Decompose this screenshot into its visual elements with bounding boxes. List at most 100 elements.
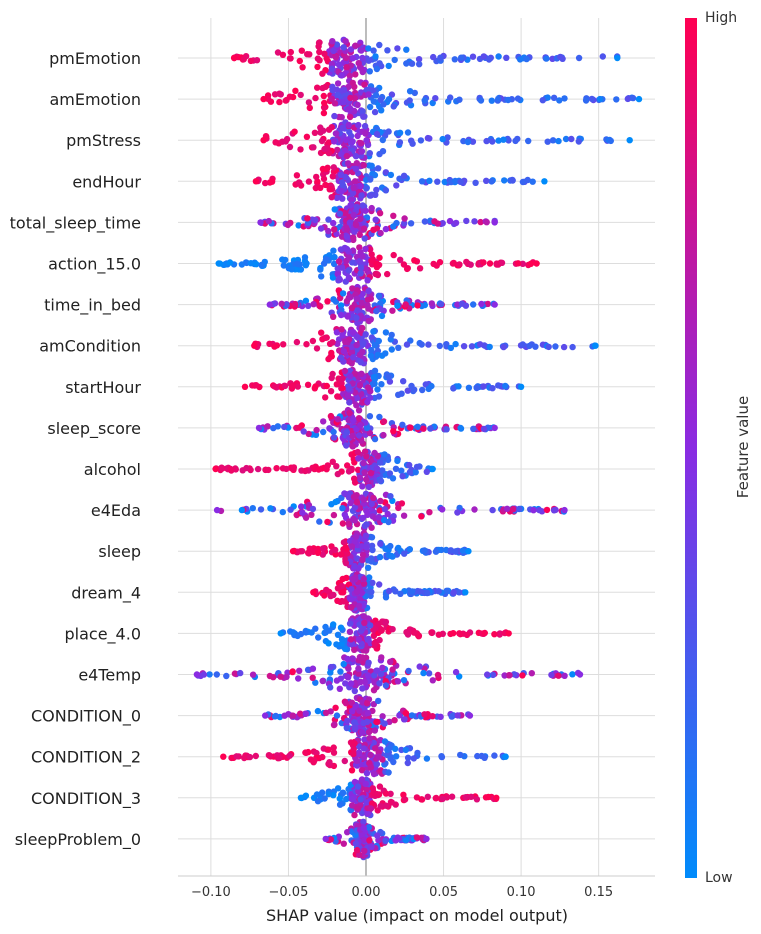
shap-point bbox=[311, 216, 319, 224]
shap-point bbox=[309, 505, 317, 513]
shap-point-extreme bbox=[517, 383, 525, 390]
shap-point bbox=[353, 846, 361, 854]
shap-point bbox=[280, 262, 287, 269]
shap-point bbox=[370, 328, 377, 335]
shap-point bbox=[371, 435, 379, 443]
shap-point bbox=[491, 631, 498, 638]
shap-point bbox=[367, 175, 374, 182]
shap-point bbox=[363, 453, 370, 460]
shap-point bbox=[525, 137, 532, 145]
colorbar-high-label: High bbox=[705, 10, 737, 26]
shap-point bbox=[368, 204, 375, 212]
shap-point bbox=[368, 524, 375, 531]
shap-point bbox=[375, 337, 382, 345]
shap-point bbox=[415, 56, 423, 63]
shap-point bbox=[340, 660, 347, 668]
shap-point bbox=[342, 700, 350, 707]
shap-point bbox=[496, 631, 503, 638]
shap-point bbox=[338, 72, 345, 79]
shap-point bbox=[425, 385, 432, 393]
shap-point bbox=[375, 697, 382, 705]
shap-point bbox=[385, 518, 392, 526]
shap-point bbox=[408, 60, 416, 67]
shap-point bbox=[371, 367, 379, 374]
shap-point bbox=[330, 434, 338, 441]
shap-point bbox=[582, 97, 590, 104]
shap-point bbox=[416, 265, 424, 272]
shap-point bbox=[249, 671, 257, 678]
shap-point-extreme bbox=[260, 137, 267, 144]
shap-point bbox=[368, 346, 375, 354]
shap-point bbox=[351, 504, 359, 511]
shap-point bbox=[384, 510, 391, 518]
shap-point bbox=[226, 259, 234, 266]
shap-point bbox=[435, 588, 442, 595]
shap-point bbox=[329, 370, 336, 378]
shap-point bbox=[454, 712, 461, 719]
shap-point bbox=[367, 469, 375, 477]
shap-point bbox=[377, 803, 384, 810]
shap-point bbox=[368, 588, 375, 596]
shap-point bbox=[519, 672, 526, 679]
shap-point bbox=[344, 392, 352, 399]
shap-point bbox=[481, 754, 488, 761]
shap-point bbox=[428, 300, 435, 307]
shap-point bbox=[312, 184, 319, 192]
shap-point bbox=[302, 629, 310, 636]
shap-point bbox=[287, 48, 294, 56]
shap-point bbox=[321, 50, 328, 57]
x-axis-label: SHAP value (impact on model output) bbox=[266, 906, 568, 925]
feature-label: startHour bbox=[65, 378, 141, 397]
shap-point bbox=[357, 215, 364, 223]
shap-point bbox=[335, 61, 343, 68]
feature-swarm bbox=[251, 324, 599, 367]
shap-point bbox=[351, 562, 358, 570]
shap-point bbox=[434, 671, 442, 679]
shap-point bbox=[450, 385, 457, 392]
shap-point bbox=[328, 124, 335, 131]
shap-point bbox=[364, 810, 372, 817]
shap-point bbox=[286, 752, 293, 759]
shap-point bbox=[596, 95, 604, 103]
shap-point bbox=[423, 755, 431, 762]
shap-point bbox=[396, 712, 403, 719]
shap-point bbox=[462, 794, 469, 801]
shap-point bbox=[363, 770, 371, 777]
shap-point bbox=[398, 467, 405, 474]
shap-point bbox=[336, 801, 344, 808]
shap-point bbox=[298, 548, 306, 555]
shap-point bbox=[365, 91, 372, 98]
shap-point bbox=[351, 687, 358, 695]
shap-point bbox=[502, 382, 509, 390]
feature-swarm bbox=[266, 283, 498, 327]
shap-point bbox=[382, 682, 390, 689]
shap-point bbox=[354, 132, 361, 140]
shap-point bbox=[561, 672, 568, 679]
shap-point bbox=[370, 226, 377, 233]
shap-point bbox=[327, 388, 335, 395]
shap-point bbox=[476, 341, 484, 348]
shap-point bbox=[289, 712, 297, 719]
shap-point bbox=[314, 798, 322, 805]
shap-point bbox=[376, 210, 384, 217]
shap-point bbox=[387, 658, 394, 665]
shap-point bbox=[347, 680, 355, 687]
shap-point bbox=[433, 794, 440, 802]
shap-point-extreme bbox=[220, 753, 227, 760]
shap-point-extreme bbox=[423, 835, 430, 843]
shap-point bbox=[331, 100, 339, 107]
shap-point bbox=[327, 836, 335, 843]
shap-point bbox=[480, 53, 487, 60]
shap-point bbox=[356, 382, 364, 389]
shap-point bbox=[418, 796, 426, 803]
shap-point bbox=[477, 97, 485, 104]
shap-point bbox=[349, 655, 356, 662]
shap-point bbox=[314, 84, 321, 91]
shap-point bbox=[218, 464, 225, 471]
shap-point bbox=[437, 301, 445, 308]
shap-point-extreme bbox=[215, 260, 222, 267]
shap-point bbox=[326, 759, 333, 766]
shap-point bbox=[355, 602, 363, 610]
x-axis: −0.10 −0.05 0.00 0.05 0.10 0.15 bbox=[178, 875, 655, 900]
shap-point bbox=[399, 421, 406, 428]
